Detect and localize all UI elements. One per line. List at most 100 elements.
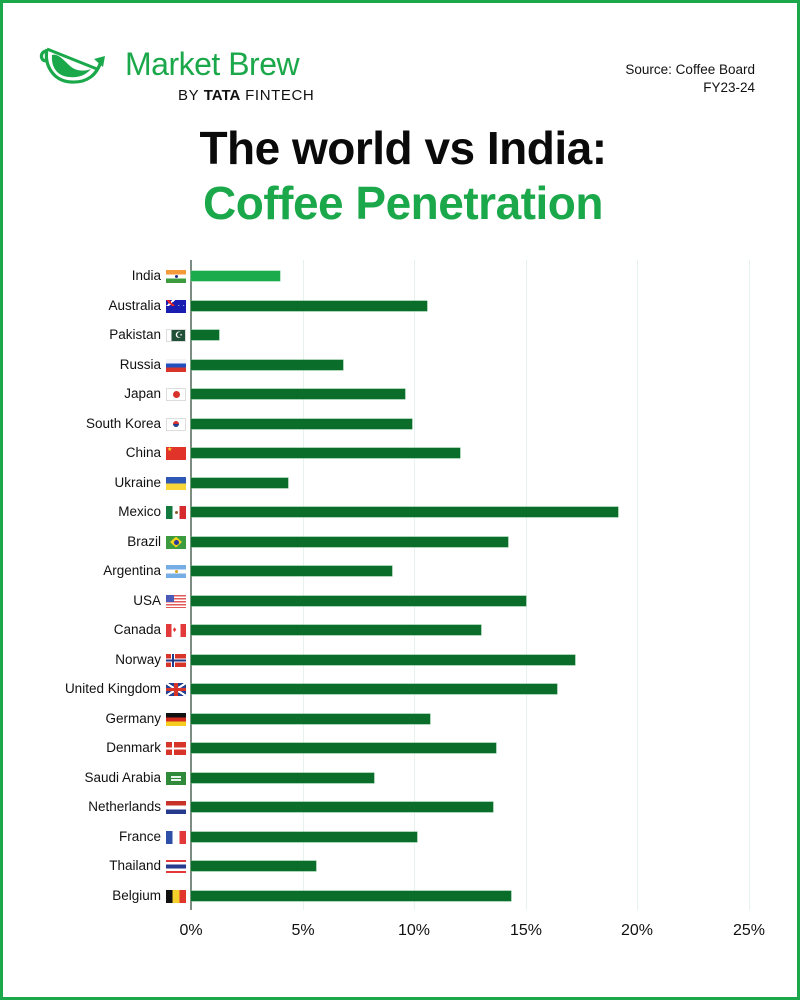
pakistan-flag-icon [166, 329, 186, 342]
country-label: Belgium [112, 887, 161, 903]
bar-argentina [191, 566, 392, 576]
x-tick-label: 25% [732, 922, 766, 939]
bar-thailand [191, 861, 316, 871]
bar-south-korea [191, 418, 412, 429]
belgium-flag-icon [166, 889, 186, 903]
chart-row: Russia [3, 355, 797, 375]
bar-ukraine [191, 477, 288, 488]
country-label: Argentina [103, 563, 161, 578]
chart-row: Canada [3, 620, 797, 640]
bar-usa [191, 595, 526, 606]
country-label: Norway [115, 651, 161, 667]
chart-row: United Kingdom [3, 679, 797, 699]
chart-row: South Korea [3, 414, 797, 434]
bar-belgium [191, 890, 511, 901]
bar-united-kingdom [191, 684, 557, 694]
brazil-flag-icon [166, 535, 186, 549]
argentina-flag-icon [166, 565, 186, 578]
bar-netherlands [191, 802, 493, 812]
chart-row: Australia [3, 296, 797, 316]
x-tick-label: 5% [291, 922, 315, 939]
country-label: Germany [105, 710, 161, 726]
coffee-cup-arrow-icon [39, 47, 105, 84]
bar-australia [191, 300, 427, 311]
gridline-15 [525, 260, 527, 910]
country-label: Pakistan [109, 327, 161, 342]
chart-row: Saudi Arabia [3, 768, 797, 788]
gridline-10 [414, 260, 415, 910]
russia-flag-icon [166, 358, 186, 372]
country-label: India [131, 268, 161, 283]
bar-china [191, 448, 460, 458]
country-label: Netherlands [88, 799, 161, 814]
canada-flag-icon [166, 624, 186, 637]
bar-chart: India Australia Pakistan Russia Japan So… [3, 258, 797, 918]
country-label: Brazil [127, 533, 161, 549]
x-tick-label: 10% [397, 922, 431, 939]
bar-canada [191, 625, 481, 635]
india-flag-icon [166, 270, 186, 283]
chart-row: Japan [3, 384, 797, 404]
netherlands-flag-icon [166, 801, 186, 814]
saudi-arabia-flag-icon [166, 771, 186, 785]
bar-france [191, 831, 417, 842]
thailand-flag-icon [166, 860, 186, 873]
country-label: France [118, 828, 161, 844]
brand-name: Market Brew [125, 46, 300, 82]
x-tick-label: 15% [509, 922, 543, 939]
byline-tata: TATA [203, 87, 241, 104]
country-label: Thailand [109, 858, 161, 873]
bar-india [191, 271, 280, 281]
page-subtitle: Coffee Penetration [203, 177, 603, 229]
bar-russia [191, 359, 343, 370]
chart-row: India [3, 266, 797, 286]
gridline-20 [637, 260, 638, 910]
chart-row: Netherlands [3, 797, 797, 817]
country-label: China [125, 445, 161, 460]
bar-germany [191, 713, 430, 724]
south-korea-flag-icon [166, 417, 186, 431]
gridline-25 [748, 260, 750, 910]
chart-row: Norway [3, 650, 797, 670]
bar-mexico [191, 507, 618, 517]
y-axis-line [190, 260, 192, 910]
chart-row: USA [3, 591, 797, 611]
usa-flag-icon [166, 594, 186, 608]
chart-row: China [3, 443, 797, 463]
byline-suffix: FINTECH [245, 87, 315, 104]
country-label: Japan [124, 386, 161, 401]
ukraine-flag-icon [166, 476, 186, 490]
bar-denmark [191, 743, 496, 753]
source-note: Source: Coffee Board FY23-24 [625, 61, 755, 97]
chart-row: France [3, 827, 797, 847]
chart-row: Ukraine [3, 473, 797, 493]
country-label: Australia [108, 297, 161, 313]
country-label: United Kingdom [64, 681, 161, 696]
country-label: Denmark [106, 740, 161, 755]
norway-flag-icon [166, 653, 186, 667]
page-title: The world vs India: [199, 122, 607, 174]
brand-byline: BY TATA FINTECH [178, 87, 314, 105]
country-label: Russia [119, 356, 161, 372]
chart-row: Pakistan [3, 325, 797, 345]
japan-flag-icon [166, 388, 186, 401]
bar-norway [191, 654, 575, 665]
denmark-flag-icon [166, 742, 186, 755]
gridline-5 [302, 260, 304, 910]
x-tick-label: 0% [179, 922, 203, 939]
chart-row: Thailand [3, 856, 797, 876]
bar-pakistan [191, 330, 219, 340]
country-label: USA [133, 592, 161, 608]
uk-flag-icon [166, 683, 186, 696]
chart-row: Germany [3, 709, 797, 729]
byline-prefix: BY [178, 87, 199, 104]
source-line-1: Source: Coffee Board [625, 62, 755, 77]
china-flag-icon [166, 447, 186, 460]
australia-flag-icon [166, 299, 186, 313]
country-label: South Korea [85, 415, 161, 431]
country-label: Saudi Arabia [84, 769, 161, 785]
country-label: Ukraine [114, 474, 161, 490]
mexico-flag-icon [166, 506, 186, 519]
chart-row: Belgium [3, 886, 797, 906]
